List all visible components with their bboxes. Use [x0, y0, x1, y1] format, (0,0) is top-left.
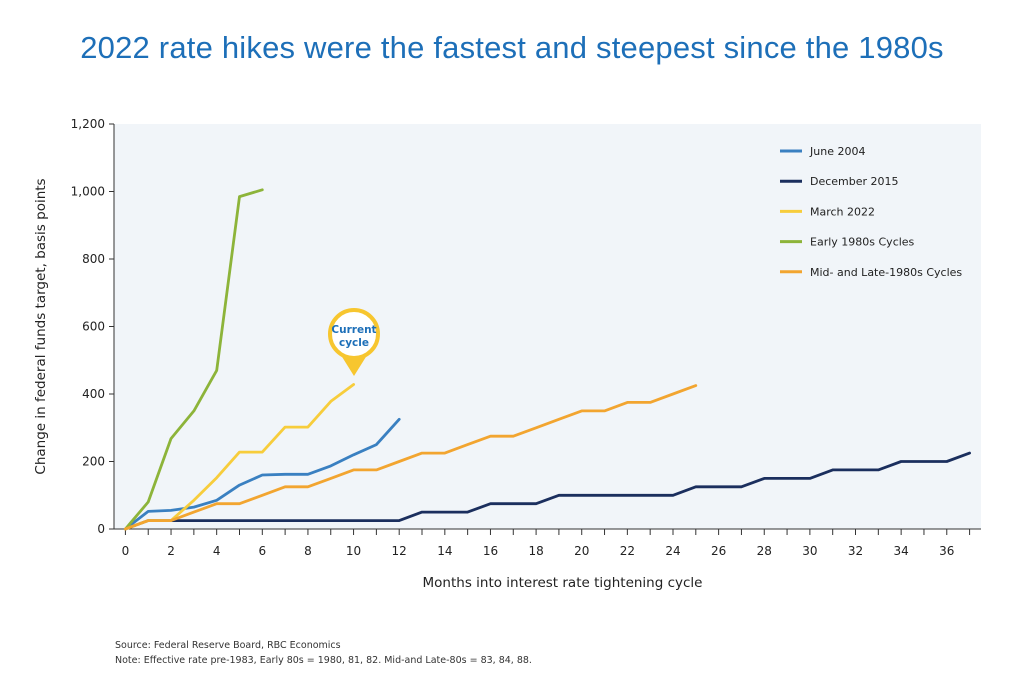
- chart-title: 2022 rate hikes were the fastest and ste…: [80, 30, 944, 65]
- legend-label: June 2004: [809, 145, 865, 158]
- source-note: Source: Federal Reserve Board, RBC Econo…: [115, 640, 341, 651]
- y-axis: 0 200 400 600 800 1,000 1,200: [71, 117, 115, 536]
- legend: June 2004 December 2015 March 2022 Early 19…: [780, 145, 962, 279]
- legend-label: Mid- and Late-1980s Cycles: [810, 266, 962, 279]
- callout-label-line1: Current: [331, 324, 376, 336]
- x-tick-label: 12: [392, 544, 407, 558]
- y-tick-label: 800: [82, 252, 105, 266]
- y-axis-title: Change in federal funds target, basis po…: [33, 178, 49, 474]
- footnote: Note: Effective rate pre-1983, Early 80s…: [115, 655, 532, 666]
- x-tick-label: 4: [213, 544, 221, 558]
- series-line-early-1980s-cycles: [124, 188, 264, 531]
- series-line-december-2015: [124, 451, 971, 531]
- y-tick-label: 600: [82, 320, 105, 334]
- series-line-mid-and-late-1980s-cycles: [124, 384, 698, 531]
- x-tick-label: 16: [483, 544, 498, 558]
- x-axis-title: Months into interest rate tightening cyc…: [423, 575, 703, 591]
- x-tick-label: 26: [711, 544, 726, 558]
- x-tick-label: 24: [665, 544, 680, 558]
- x-tick-label: 2: [167, 544, 175, 558]
- y-tick-label: 0: [97, 522, 105, 536]
- x-axis: 0 2 4 6 8 10 12 14 16 18 20 22 24 26 28 30 32 34 36: [114, 528, 981, 558]
- x-tick-label: 6: [258, 544, 266, 558]
- x-tick-label: 10: [346, 544, 361, 558]
- x-tick-label: 28: [757, 544, 772, 558]
- x-tick-label: 14: [437, 544, 452, 558]
- y-tick-label: 1,200: [71, 117, 105, 131]
- x-tick-label: 30: [802, 544, 817, 558]
- y-tick-label: 200: [82, 455, 105, 469]
- x-tick-label: 32: [848, 544, 863, 558]
- legend-label: March 2022: [810, 205, 875, 218]
- x-tick-label: 20: [574, 544, 589, 558]
- x-tick-label: 0: [122, 544, 130, 558]
- x-tick-label: 18: [528, 544, 543, 558]
- x-tick-label: 22: [620, 544, 635, 558]
- x-tick-label: 34: [894, 544, 909, 558]
- y-tick-label: 1,000: [71, 185, 105, 199]
- x-tick-label: 8: [304, 544, 312, 558]
- x-tick-label: 36: [939, 544, 954, 558]
- y-tick-label: 400: [82, 387, 105, 401]
- series-lines: [124, 188, 971, 531]
- legend-label: Early 1980s Cycles: [810, 236, 915, 249]
- callout-circle: [328, 308, 380, 360]
- callout-label-line2: cycle: [339, 337, 369, 349]
- series-line-june-2004: [124, 417, 401, 531]
- legend-label: December 2015: [810, 175, 899, 188]
